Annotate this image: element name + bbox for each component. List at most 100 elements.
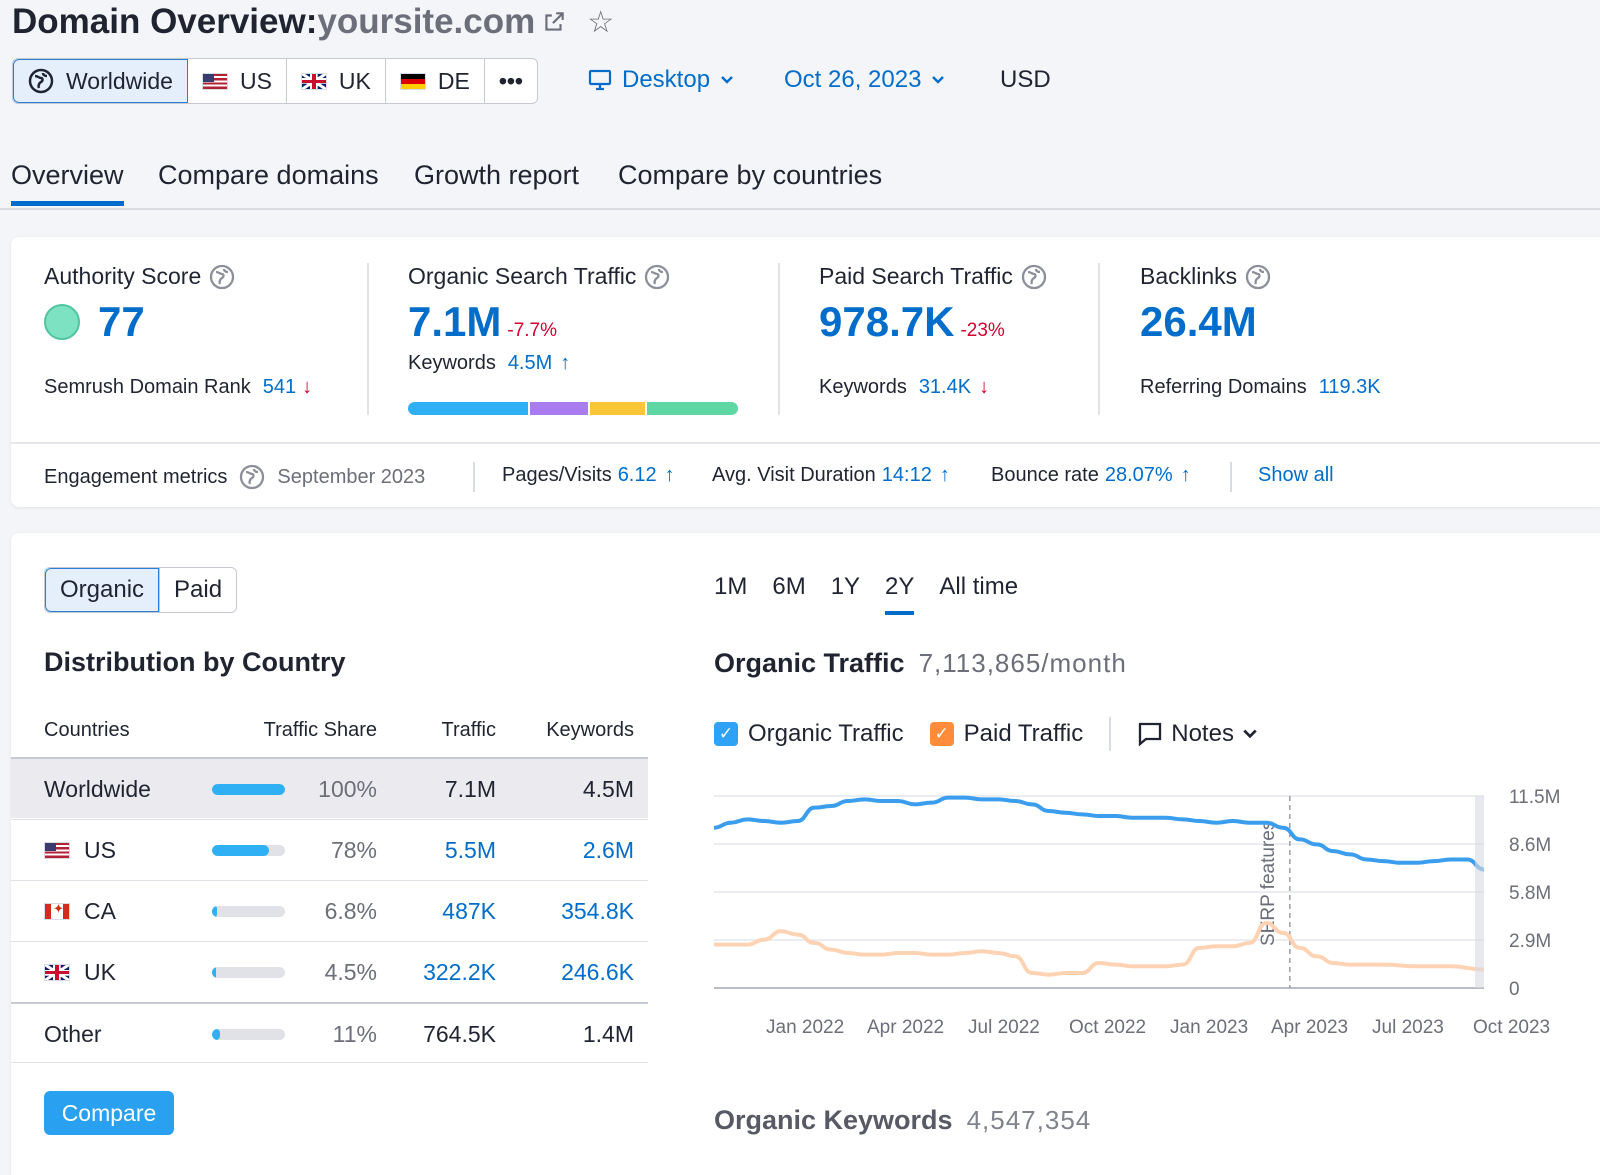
checkbox-checked-icon[interactable]: ✓ (714, 722, 738, 746)
traffic-card: Organic Paid Distribution by Country Cou… (11, 533, 1600, 1175)
domain-rank-label: Semrush Domain Rank (44, 376, 251, 398)
x-tick-label: Apr 2022 (867, 1017, 944, 1038)
divider (778, 263, 780, 415)
traffic-value: 764.5K (423, 1021, 496, 1047)
country-name: Other (44, 1021, 102, 1047)
authority-score-value[interactable]: 77 (98, 298, 145, 345)
notes-dropdown[interactable]: Notes (1137, 720, 1258, 748)
divider (1230, 462, 1232, 492)
column-header-traffic: Traffic (441, 719, 496, 741)
paid-keywords-label: Keywords (819, 376, 907, 398)
tab-growth-report[interactable]: Growth report (414, 160, 580, 190)
traffic-value[interactable]: 322.2K (423, 959, 496, 985)
traffic-share-fill (212, 845, 269, 856)
domain-rank-value[interactable]: 541 (262, 376, 297, 398)
database-selector: Worldwide US UK DE ••• (12, 58, 538, 104)
tab-compare-by-countries[interactable]: Compare by countries (618, 160, 883, 190)
device-filter[interactable]: Desktop (588, 62, 734, 98)
paid-traffic-value[interactable]: 978.7K (819, 298, 955, 345)
traffic-value[interactable]: 487K (442, 898, 496, 924)
period-all-time[interactable]: All time (939, 573, 1019, 600)
keyword-intent-segment[interactable] (590, 402, 646, 415)
device-filter-label: Desktop (622, 66, 711, 93)
keyword-intent-bar[interactable] (408, 402, 738, 415)
tab-compare-domains[interactable]: Compare domains (158, 160, 379, 190)
chevron-down-icon (1243, 729, 1257, 739)
external-link-icon[interactable] (541, 9, 567, 35)
db-worldwide[interactable]: Worldwide (13, 59, 188, 103)
paid-toggle-button[interactable]: Paid (159, 568, 236, 612)
period-1y[interactable]: 1Y (830, 573, 861, 600)
country-name: CA (84, 898, 116, 924)
organic-keywords-value[interactable]: 4.5M (507, 352, 553, 374)
db-us[interactable]: US (188, 59, 287, 103)
checkbox-checked-icon[interactable]: ✓ (929, 722, 954, 746)
flag-uk-icon (300, 72, 327, 90)
x-tick-label: Jan 2022 (766, 1017, 844, 1038)
organic-traffic-value[interactable]: 7.1M (408, 298, 502, 345)
keywords-value[interactable]: 2.6M (582, 837, 634, 863)
referring-domains-value[interactable]: 119.3K (1318, 376, 1381, 398)
arrow-up-icon: ↑ (560, 352, 571, 374)
db-uk[interactable]: UK (287, 59, 386, 103)
table-row[interactable]: Worldwide 100% 7.1M 4.5M (11, 757, 648, 818)
keywords-value[interactable]: 246.6K (561, 959, 634, 985)
organic-traffic-line[interactable] (714, 795, 1485, 872)
organic-traffic-metric: Organic Search Traffic 7.1M -7.7% Keywor… (408, 263, 670, 375)
keyword-intent-segment[interactable] (529, 402, 589, 415)
flag-ca-icon (44, 901, 70, 920)
paid-traffic-line[interactable] (714, 920, 1485, 977)
paid-keywords-value[interactable]: 31.4K (918, 376, 972, 398)
show-all-link[interactable]: Show all (1258, 464, 1334, 486)
backlinks-metric: Backlinks 26.4M Referring Domains 119.3K (1140, 263, 1381, 399)
traffic-share-fill (212, 1029, 221, 1040)
globe-icon[interactable] (1021, 264, 1047, 290)
db-de[interactable]: DE (386, 59, 485, 103)
compare-button[interactable]: Compare (44, 1091, 174, 1135)
legend-paid-traffic[interactable]: ✓ Paid Traffic (929, 720, 1083, 748)
bounce-rate-value: 28.07% (1104, 464, 1173, 486)
period-2y[interactable]: 2Y (885, 573, 915, 615)
globe-icon[interactable] (239, 464, 265, 490)
organic-traffic-chart[interactable]: 11.5M 8.6M 5.8M 2.9M 0 Jan 2022 Apr 2022 Jul 2… (714, 778, 1589, 1078)
traffic-value: 7.1M (444, 776, 496, 802)
organic-traffic-change: -7.7% (507, 320, 558, 341)
arrow-down-icon: ↓ (302, 376, 313, 398)
engagement-metrics-bar: Engagement metrics September 2023 Pages/… (11, 442, 1600, 507)
globe-icon[interactable] (644, 264, 670, 290)
db-more-button[interactable]: ••• (485, 59, 537, 103)
table-row[interactable]: US 78% 5.5M 2.6M (11, 819, 648, 880)
tab-overview[interactable]: Overview (11, 160, 124, 206)
table-row[interactable]: CA 6.8% 487K 354.8K (11, 880, 648, 941)
arrow-up-icon: ↑ (1180, 464, 1191, 486)
keywords-value[interactable]: 354.8K (561, 898, 634, 924)
table-row[interactable]: Other 11% 764.5K 1.4M (11, 1002, 648, 1063)
x-tick-label: Apr 2023 (1271, 1017, 1348, 1038)
flag-us-icon (44, 842, 70, 859)
db-us-label: US (239, 67, 272, 94)
keyword-intent-segment[interactable] (647, 402, 738, 415)
authority-score-circle (44, 304, 80, 340)
x-tick-label: Oct 2022 (1069, 1017, 1146, 1038)
keyword-intent-segment[interactable] (408, 402, 528, 415)
traffic-share-fill (212, 967, 216, 978)
period-1m[interactable]: 1M (714, 573, 748, 600)
desktop-icon (588, 69, 612, 91)
organic-toggle-button[interactable]: Organic (45, 568, 160, 612)
organic-traffic-title-label: Organic Traffic (714, 648, 905, 678)
period-6m[interactable]: 6M (772, 573, 806, 600)
star-icon[interactable]: ☆ (587, 5, 615, 39)
traffic-share-fill (212, 784, 285, 795)
paid-traffic-change: -23% (960, 320, 1005, 341)
date-filter[interactable]: Oct 26, 2023 (784, 62, 945, 98)
globe-icon[interactable] (209, 264, 235, 290)
comment-icon (1139, 722, 1162, 747)
backlinks-value[interactable]: 26.4M (1140, 298, 1257, 345)
currency-label-text: USD (1000, 66, 1051, 93)
table-row[interactable]: UK 4.5% 322.2K 246.6K (11, 941, 648, 1002)
traffic-share-bar (212, 1029, 285, 1040)
serp-features-label: SERP features (1258, 821, 1279, 946)
traffic-value[interactable]: 5.5M (444, 837, 496, 863)
legend-organic-traffic[interactable]: ✓ Organic Traffic (714, 720, 904, 748)
globe-icon[interactable] (1245, 264, 1271, 290)
